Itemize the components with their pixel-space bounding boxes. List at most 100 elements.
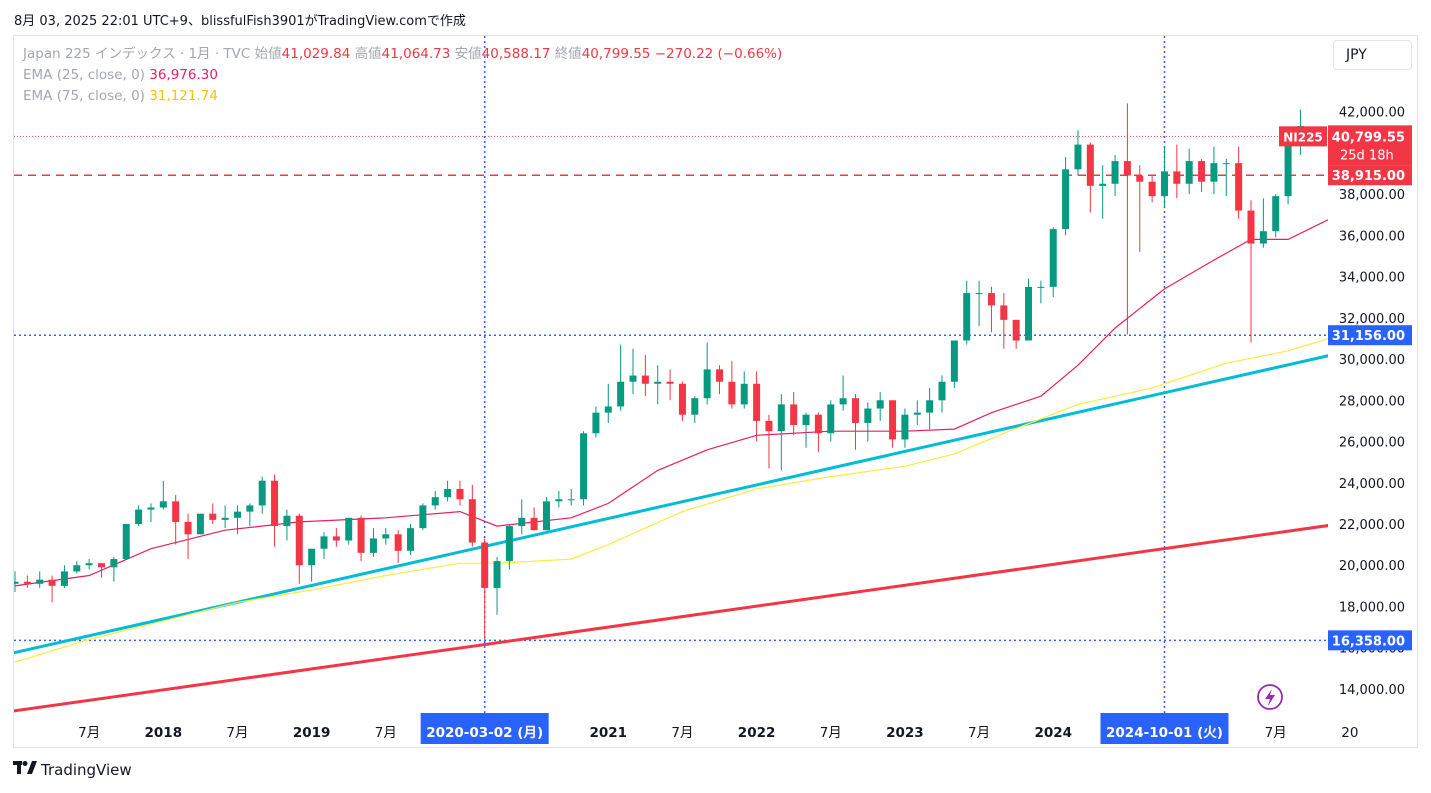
candle — [444, 480, 452, 502]
candle-body — [542, 501, 550, 531]
ema75-legend[interactable]: EMA (75, close, 0) 31,121.74 — [23, 86, 782, 107]
candle — [369, 528, 377, 557]
chart-frame[interactable] — [13, 35, 1418, 748]
level-tag-bg — [1328, 165, 1412, 186]
candle-body — [481, 542, 489, 588]
candle — [691, 396, 699, 423]
candle — [233, 505, 241, 535]
candle-body — [889, 400, 897, 440]
ema25-label: EMA (25, close, 0) — [23, 67, 145, 83]
candle-body — [283, 515, 291, 527]
ohlc-line: Japan 225 インデックス · 1月 · TVC 始値41,029.84 … — [23, 44, 782, 65]
candle-body — [518, 517, 526, 527]
candle-body — [641, 375, 649, 384]
candle — [1235, 146, 1243, 219]
ema75-label: EMA (75, close, 0) — [23, 88, 145, 104]
candle — [1111, 154, 1119, 197]
candle-body — [1025, 286, 1033, 341]
price-tag-value: 40,799.55 — [1332, 130, 1405, 145]
candle — [530, 507, 538, 531]
chart-legend: Japan 225 インデックス · 1月 · TVC 始値41,029.84 … — [23, 44, 782, 107]
price-axis-label: 34,000.00 — [1339, 271, 1405, 286]
date-tag-bg — [420, 713, 549, 744]
candle — [901, 408, 909, 448]
price-axis-label: 32,000.00 — [1339, 312, 1405, 327]
candle — [48, 575, 56, 603]
candle — [345, 517, 353, 545]
candle — [567, 488, 575, 506]
candle — [851, 394, 859, 450]
candle — [456, 480, 464, 506]
candle-body — [345, 517, 353, 541]
date-crosshair-tag: 2024-10-01 (火) — [1100, 713, 1229, 744]
candle — [604, 383, 612, 423]
currency-button[interactable]: JPY — [1333, 40, 1412, 70]
candle — [666, 369, 674, 401]
level-price-tag: 16,358.00 — [1328, 630, 1412, 651]
candle-body — [258, 480, 266, 506]
candle — [23, 575, 31, 588]
time-axis-label: 7月 — [968, 725, 990, 741]
time-axis-label: 20 — [1341, 725, 1358, 741]
candle-body — [740, 383, 748, 405]
candle-body — [987, 293, 995, 306]
candle — [802, 412, 810, 448]
candle — [73, 561, 81, 574]
candle — [827, 400, 835, 442]
candle — [814, 412, 822, 452]
time-axis-label: 2018 — [145, 725, 183, 741]
tradingview-brand: TradingView — [41, 761, 132, 779]
symbol-line[interactable]: Japan 225 インデックス · 1月 · TVC — [23, 46, 251, 62]
candle-body — [1086, 144, 1094, 186]
time-axis-label: 7月 — [226, 725, 248, 741]
price-axis-label: 28,000.00 — [1339, 394, 1405, 409]
candle-body — [382, 534, 390, 539]
price-axis-label: 20,000.00 — [1339, 559, 1405, 574]
price-axis-label: 26,000.00 — [1339, 436, 1405, 451]
candle-body — [48, 579, 56, 586]
symbol-tag-bg — [1279, 126, 1327, 147]
level-tag-text: 38,915.00 — [1332, 169, 1405, 184]
candle — [481, 538, 489, 640]
candle-body — [864, 408, 872, 423]
candle-body — [790, 404, 798, 426]
candle — [135, 505, 143, 527]
tradingview-logo[interactable]: TradingView — [13, 761, 132, 779]
candle — [740, 371, 748, 409]
candle-body — [320, 536, 328, 549]
ema25-value: 36,976.30 — [149, 67, 218, 83]
candle — [147, 503, 155, 522]
lightning-icon — [1257, 684, 1283, 710]
high-value: 41,064.73 — [381, 46, 451, 62]
candle-body — [147, 507, 155, 510]
candle — [394, 530, 402, 564]
low-label: 安値 — [454, 46, 482, 62]
candle — [938, 375, 946, 413]
price-axis-label: 22,000.00 — [1339, 518, 1405, 533]
candle — [963, 280, 971, 345]
candle-body — [1148, 181, 1156, 197]
candle — [1160, 146, 1168, 207]
candle-body — [407, 528, 415, 551]
candle-body — [196, 513, 204, 535]
candle-body — [110, 559, 118, 568]
candle-body — [1099, 183, 1107, 186]
candle — [1198, 159, 1206, 193]
ema75-line — [14, 338, 1328, 663]
ema25-legend[interactable]: EMA (25, close, 0) 36,976.30 — [23, 65, 782, 86]
candle-body — [468, 499, 476, 543]
candle — [765, 414, 773, 469]
candle-body — [555, 499, 563, 502]
candle-body — [975, 293, 983, 295]
candle — [60, 565, 68, 588]
candle — [1000, 293, 1008, 349]
candle — [654, 365, 662, 405]
candle — [555, 491, 563, 508]
ema75-value: 31,121.74 — [149, 88, 218, 104]
candle-body — [14, 581, 19, 584]
candle-body — [926, 400, 934, 413]
candle-body — [505, 526, 513, 562]
candle — [1148, 175, 1156, 203]
candle — [889, 400, 897, 448]
